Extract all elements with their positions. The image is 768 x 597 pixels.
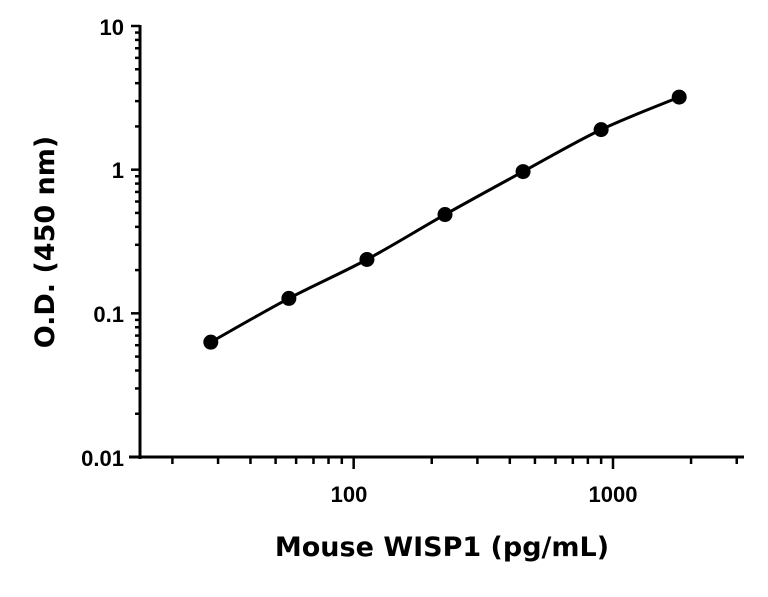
x-tick-label: 100	[331, 482, 368, 507]
data-point	[593, 122, 609, 138]
x-axis-title: Mouse WISP1 (pg/mL)	[275, 532, 609, 563]
data-point	[359, 251, 375, 267]
tick-labels: 0.01 0.1 1 10 100 1000	[81, 15, 637, 507]
data-point	[203, 334, 219, 350]
y-axis-title: O.D. (450 nm)	[30, 136, 61, 348]
y-tick-label: 10	[100, 15, 124, 40]
x-tick-label: 1000	[589, 482, 638, 507]
y-tick-label: 1	[112, 158, 124, 183]
data-point	[281, 290, 297, 306]
data-point	[671, 89, 687, 105]
data-points	[203, 89, 687, 350]
data-point	[515, 164, 531, 180]
axes	[129, 24, 744, 469]
data-point	[437, 207, 453, 223]
y-tick-label: 0.1	[93, 302, 124, 327]
y-tick-label: 0.01	[81, 446, 124, 471]
